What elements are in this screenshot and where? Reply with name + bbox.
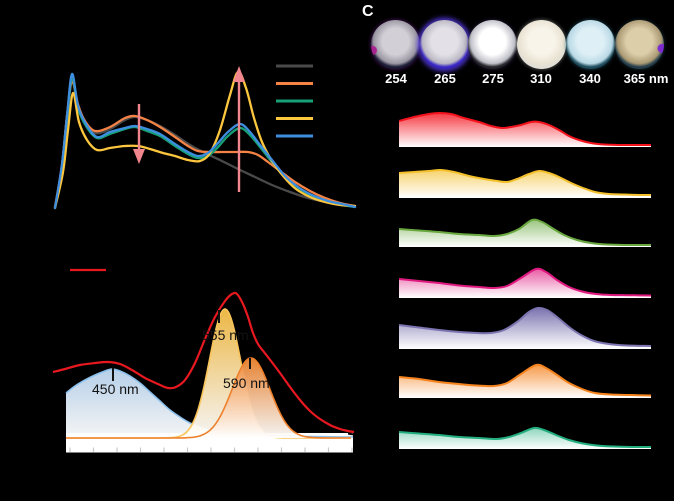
panel-d-row-red xyxy=(399,111,651,147)
panel-d-row-green xyxy=(399,218,651,247)
panel-d-row-teal xyxy=(399,426,651,449)
row-green-line xyxy=(399,218,651,247)
panel-c-label: C xyxy=(362,3,374,20)
panel-a-spectra-chart xyxy=(53,64,357,210)
row-teal-line xyxy=(399,426,651,449)
vial-label-254: 254 xyxy=(385,71,407,86)
peak-label-590: 590 nm xyxy=(223,375,270,391)
panel-a-series-blue xyxy=(53,72,357,210)
panel-d-row-gold xyxy=(399,168,651,198)
vial-label-340: 340 xyxy=(579,71,601,86)
panel-d-row-purple xyxy=(399,306,651,349)
row-teal-fill xyxy=(399,427,651,449)
row-orange-line xyxy=(399,363,651,397)
row-red-line xyxy=(399,111,651,147)
vial-photo-340 xyxy=(565,20,615,69)
peak-tick-450 xyxy=(112,368,114,381)
component-fill-3 xyxy=(66,358,351,438)
panel-d-row-magenta xyxy=(399,267,651,298)
panel-b-deconvolution-chart xyxy=(52,268,355,453)
row-gold-line xyxy=(399,168,651,197)
row-orange-fill xyxy=(399,364,651,398)
component-line-3 xyxy=(65,357,352,439)
peak-tick-590 xyxy=(249,358,251,369)
row-red-fill xyxy=(399,113,651,147)
vial-photo-275 xyxy=(467,20,517,69)
peak-tick-555 xyxy=(218,310,220,323)
component-fill-2 xyxy=(66,309,351,438)
envelope-line xyxy=(52,291,355,434)
peak-label-450: 450 nm xyxy=(92,381,139,397)
vial-label-365: 365 nm xyxy=(623,71,669,86)
peak-label-555: 555 nm xyxy=(202,327,249,343)
down-arrow-head xyxy=(133,149,145,164)
vial-label-275: 275 xyxy=(482,71,504,86)
row-purple-line xyxy=(399,306,651,347)
up-arrow-head xyxy=(233,66,245,82)
panel-d-row-orange xyxy=(399,363,651,398)
vial-photo-254 xyxy=(370,20,420,69)
vial-photo-310 xyxy=(516,20,566,69)
panel-a-series-green xyxy=(53,75,357,210)
vial-label-265: 265 xyxy=(434,71,456,86)
panel-c-photos: C 254 265 275 310 340 365 nm xyxy=(0,0,674,95)
row-gold-fill xyxy=(399,169,651,198)
panel-a-series-yellow xyxy=(53,70,357,210)
vial-label-310: 310 xyxy=(530,71,552,86)
vial-photo-265 xyxy=(419,20,469,69)
fit-dashed-line xyxy=(52,294,355,436)
component-fill-1 xyxy=(66,369,353,438)
vial-photo-365 xyxy=(614,20,664,69)
row-magenta-line xyxy=(399,267,651,297)
row-green-fill xyxy=(399,219,651,247)
panel-a-series-gray xyxy=(53,77,357,209)
row-magenta-fill xyxy=(399,268,651,298)
